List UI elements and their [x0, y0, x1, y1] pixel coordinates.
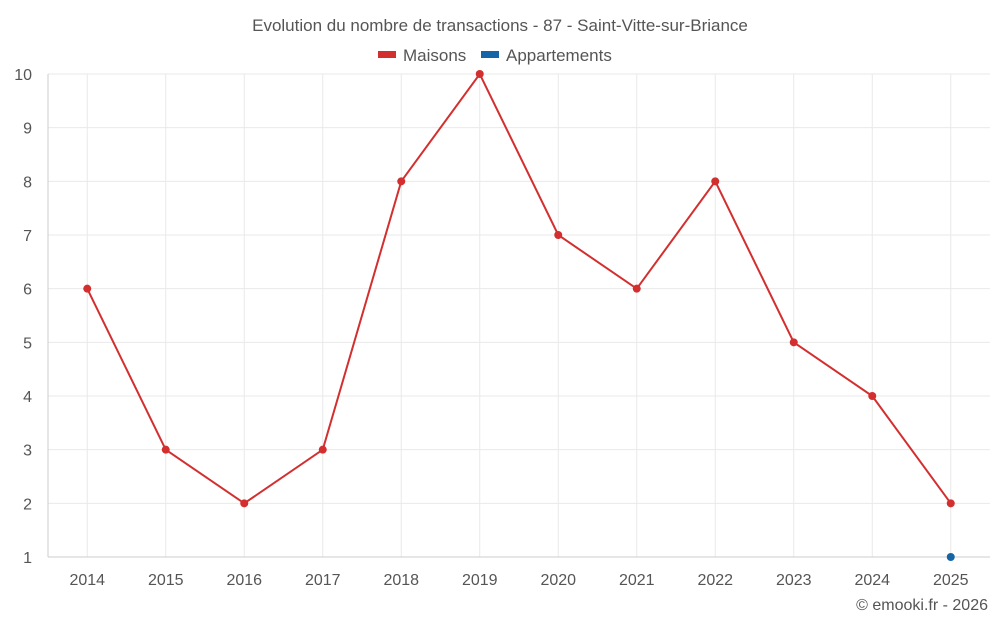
- data-point-maisons-2023[interactable]: [789, 338, 798, 347]
- data-point-maisons-2025[interactable]: [946, 499, 955, 508]
- gridlines: [48, 73, 990, 557]
- y-tick-label: 8: [23, 174, 32, 191]
- legend-swatch-appartements: [481, 51, 499, 58]
- y-tick-label: 1: [23, 550, 32, 567]
- chart-title: Evolution du nombre de transactions - 87…: [252, 16, 748, 35]
- legend: Maisons Appartements: [378, 46, 612, 65]
- series: [83, 70, 955, 561]
- x-tick-label: 2023: [776, 572, 812, 589]
- x-tick-label: 2020: [540, 572, 576, 589]
- x-tick-label: 2024: [854, 572, 890, 589]
- x-tick-label: 2022: [697, 572, 733, 589]
- x-tick-label: 2015: [148, 572, 184, 589]
- data-point-maisons-2018[interactable]: [397, 177, 406, 186]
- x-tick-label: 2017: [305, 572, 341, 589]
- data-point-maisons-2014[interactable]: [83, 284, 92, 293]
- data-point-maisons-2020[interactable]: [554, 231, 563, 239]
- data-point-maisons-2021[interactable]: [632, 284, 641, 293]
- data-point-maisons-2015[interactable]: [161, 445, 170, 454]
- y-tick-label: 5: [23, 335, 32, 352]
- legend-label-maisons[interactable]: Maisons: [403, 46, 466, 65]
- data-point-appartements-2025[interactable]: [946, 553, 955, 561]
- axes: 1 2 3 4 5 6 7 8 9 10 2014 2015 2016 2017 2018 2019 2020 2…: [14, 67, 990, 589]
- x-tick-label: 2021: [619, 572, 655, 589]
- data-point-maisons-2024[interactable]: [868, 392, 877, 400]
- x-tick-label: 2018: [383, 572, 419, 589]
- y-tick-label: 2: [23, 496, 32, 513]
- x-tick-label: 2019: [462, 572, 498, 589]
- data-point-maisons-2016[interactable]: [240, 499, 249, 508]
- data-point-maisons-2017[interactable]: [318, 445, 327, 454]
- series-line-maisons: [86, 72, 952, 505]
- x-tick-label: 2016: [226, 572, 262, 589]
- legend-label-appartements[interactable]: Appartements: [506, 46, 612, 65]
- y-tick-label: 7: [23, 228, 32, 245]
- y-tick-label: 3: [23, 443, 32, 460]
- data-point-maisons-2019[interactable]: [475, 70, 484, 78]
- y-tick-label: 10: [14, 67, 32, 84]
- y-tick-label: 6: [23, 282, 32, 299]
- y-tick-label: 9: [23, 121, 32, 138]
- y-tick-label: 4: [23, 389, 32, 406]
- data-point-maisons-2022[interactable]: [711, 177, 720, 186]
- legend-swatch-maisons: [378, 51, 396, 58]
- x-tick-label: 2025: [933, 572, 969, 589]
- x-tick-label: 2014: [69, 572, 105, 589]
- credit-text: © emooki.fr - 2026: [856, 597, 988, 614]
